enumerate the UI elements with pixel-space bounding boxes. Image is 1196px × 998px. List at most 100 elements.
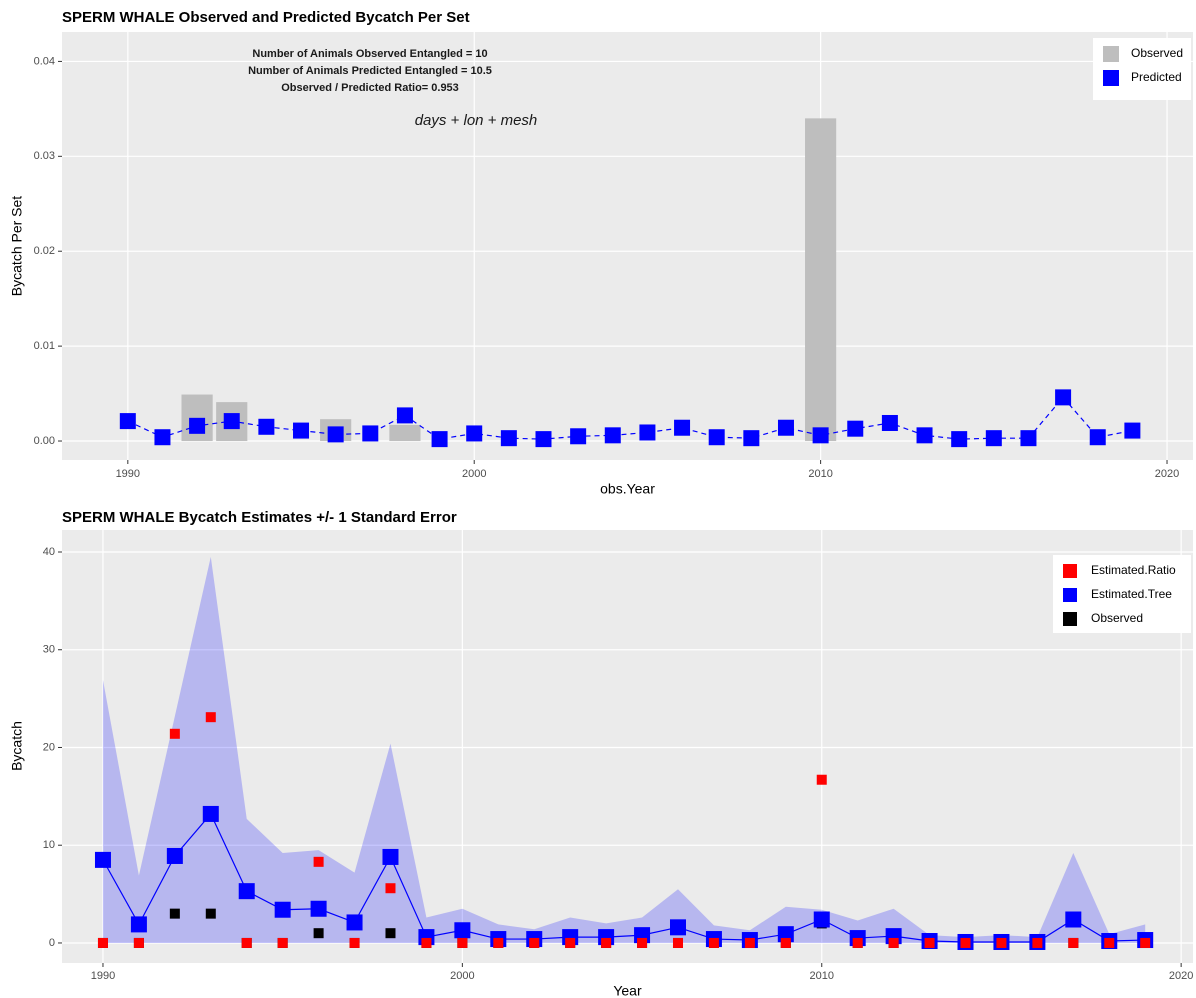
marker bbox=[205, 908, 216, 919]
y-axis-label: Bycatch bbox=[9, 721, 25, 771]
marker bbox=[708, 429, 725, 446]
legend-key bbox=[1103, 46, 1119, 62]
marker bbox=[293, 422, 310, 439]
marker bbox=[310, 900, 327, 917]
legend-label: Observed bbox=[1091, 611, 1143, 625]
marker bbox=[708, 937, 719, 948]
marker bbox=[500, 430, 517, 447]
marker bbox=[166, 847, 183, 864]
marker bbox=[346, 914, 363, 931]
x-tick-label: 2000 bbox=[450, 970, 474, 982]
marker bbox=[223, 413, 240, 430]
marker bbox=[349, 937, 360, 948]
marker bbox=[1140, 937, 1151, 948]
marker bbox=[881, 414, 898, 431]
marker bbox=[1065, 911, 1082, 928]
marker bbox=[133, 937, 144, 948]
chart-title: SPERM WHALE Bycatch Estimates +/- 1 Stan… bbox=[62, 509, 457, 526]
y-tick-label: 0.01 bbox=[34, 340, 55, 352]
y-tick-label: 0.04 bbox=[34, 55, 55, 67]
marker bbox=[813, 911, 830, 928]
y-tick-label: 0.02 bbox=[34, 245, 55, 257]
bar bbox=[805, 118, 837, 442]
x-tick-label: 1990 bbox=[116, 468, 140, 480]
x-tick-label: 2010 bbox=[808, 468, 832, 480]
marker bbox=[951, 431, 968, 448]
x-axis-label: obs.Year bbox=[600, 481, 655, 497]
marker bbox=[565, 937, 576, 948]
marker bbox=[277, 937, 288, 948]
marker bbox=[205, 712, 216, 723]
marker bbox=[996, 937, 1007, 948]
annotation: days + lon + mesh bbox=[415, 112, 538, 129]
x-tick-label: 2020 bbox=[1155, 468, 1179, 480]
marker bbox=[327, 426, 344, 443]
marker bbox=[888, 937, 899, 948]
x-tick-label: 2000 bbox=[462, 468, 486, 480]
marker bbox=[852, 937, 863, 948]
marker bbox=[1104, 937, 1115, 948]
marker bbox=[313, 928, 324, 939]
marker bbox=[535, 431, 552, 448]
marker bbox=[847, 420, 864, 437]
y-tick-label: 0.00 bbox=[34, 435, 55, 447]
marker bbox=[985, 430, 1002, 447]
bar bbox=[389, 424, 421, 442]
y-tick-label: 0.03 bbox=[34, 150, 55, 162]
bar bbox=[181, 394, 213, 442]
marker bbox=[119, 413, 136, 430]
x-tick-label: 2020 bbox=[1169, 970, 1193, 982]
marker bbox=[960, 937, 971, 948]
y-tick-label: 40 bbox=[43, 546, 55, 558]
marker bbox=[674, 419, 691, 436]
marker bbox=[1124, 422, 1141, 439]
marker bbox=[1068, 937, 1079, 948]
marker bbox=[780, 937, 791, 948]
marker bbox=[189, 417, 206, 434]
legend-label: Estimated.Ratio bbox=[1091, 563, 1176, 577]
marker bbox=[637, 937, 648, 948]
error-band bbox=[102, 556, 1146, 943]
annotation: Number of Animals Predicted Entangled = … bbox=[248, 65, 492, 77]
marker bbox=[454, 922, 471, 939]
y-tick-label: 0 bbox=[49, 937, 55, 949]
marker bbox=[382, 848, 399, 865]
legend-label: Predicted bbox=[1131, 70, 1182, 84]
annotation: Number of Animals Observed Entangled = 1… bbox=[252, 48, 487, 60]
y-axis-label: Bycatch Per Set bbox=[9, 196, 25, 296]
marker bbox=[466, 425, 483, 442]
marker bbox=[457, 937, 468, 948]
y-tick-label: 10 bbox=[43, 839, 55, 851]
marker bbox=[604, 427, 621, 444]
marker bbox=[169, 728, 180, 739]
marker bbox=[924, 937, 935, 948]
marker bbox=[258, 418, 275, 435]
marker bbox=[529, 937, 540, 948]
marker bbox=[421, 937, 432, 948]
marker bbox=[241, 937, 252, 948]
marker bbox=[431, 431, 448, 448]
x-axis-label: Year bbox=[613, 983, 642, 998]
marker bbox=[669, 919, 686, 936]
marker bbox=[672, 937, 683, 948]
marker bbox=[396, 407, 413, 424]
marker bbox=[744, 937, 755, 948]
marker bbox=[812, 427, 829, 444]
marker bbox=[202, 805, 219, 822]
chart-title: SPERM WHALE Observed and Predicted Bycat… bbox=[62, 9, 470, 26]
marker bbox=[1089, 429, 1106, 446]
marker bbox=[169, 908, 180, 919]
y-tick-label: 20 bbox=[43, 741, 55, 753]
plot-background bbox=[62, 32, 1193, 460]
marker bbox=[777, 419, 794, 436]
marker bbox=[570, 428, 587, 445]
legend-key bbox=[1063, 564, 1077, 578]
legend-label: Observed bbox=[1131, 46, 1183, 60]
marker bbox=[97, 937, 108, 948]
marker bbox=[130, 916, 147, 933]
marker bbox=[1032, 937, 1043, 948]
marker bbox=[916, 427, 933, 444]
marker bbox=[238, 883, 255, 900]
marker bbox=[601, 937, 612, 948]
